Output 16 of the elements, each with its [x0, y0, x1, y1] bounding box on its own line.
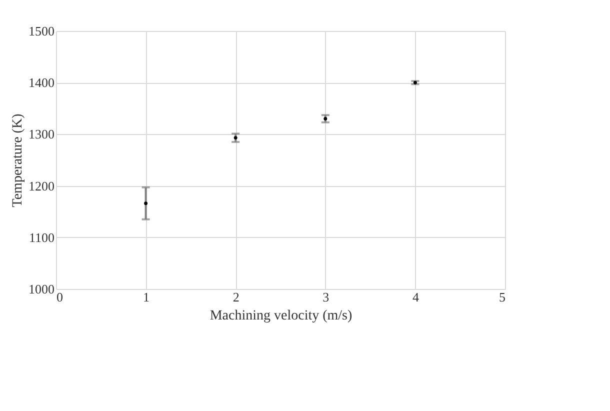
point — [144, 202, 148, 206]
y-tick-label: 1300 — [28, 126, 54, 142]
y-tick-label: 1200 — [28, 178, 54, 194]
x-tick-label: 1 — [143, 290, 150, 304]
y-tick-label: 1400 — [28, 75, 54, 90]
y-tick-label: 1100 — [28, 230, 54, 245]
point — [234, 136, 238, 140]
x-tick-label: 2 — [232, 290, 240, 304]
x-tick-label: 3 — [322, 290, 330, 304]
x-tick-label: 5 — [499, 290, 506, 304]
x-tick-label: 0 — [56, 290, 63, 304]
x-tick-label: 4 — [412, 290, 420, 304]
y-tick-label: 1500 — [28, 24, 54, 38]
y-tick-label: 1000 — [28, 282, 54, 296]
y-axis-title: Temperature (K) — [10, 113, 26, 208]
x-axis-title: Machining velocity (m/s) — [210, 308, 352, 324]
